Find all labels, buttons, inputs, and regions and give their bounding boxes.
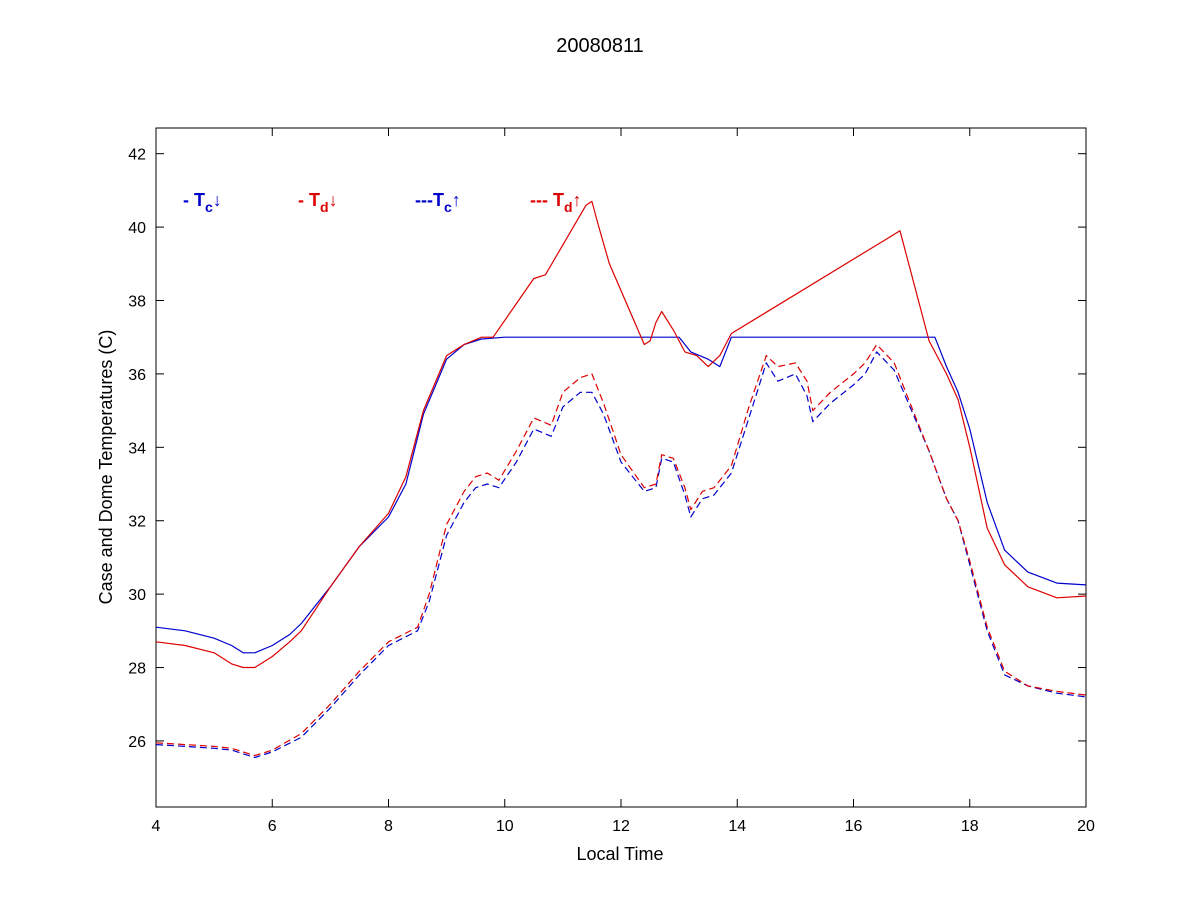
y-tick-label: 26 [128, 734, 146, 751]
arrow-down-icon: ↓ [329, 190, 338, 210]
x-tick-label: 4 [152, 818, 161, 835]
y-axis-label: Case and Dome Temperatures (C) [96, 330, 116, 605]
legend-label: ---T [415, 190, 444, 210]
x-tick-label: 10 [496, 818, 514, 835]
y-tick-label: 34 [128, 440, 146, 457]
y-tick-label: 42 [128, 147, 146, 164]
y-tick-label: 30 [128, 587, 146, 604]
y-tick-label: 38 [128, 294, 146, 311]
series-line-0 [155, 336, 1087, 654]
x-axis-label: Local Time [576, 844, 663, 864]
series-line-3 [155, 343, 1087, 757]
legend-entry-1: - Td↓ [298, 190, 338, 215]
x-tick-label: 18 [961, 818, 979, 835]
y-tick-label: 40 [128, 220, 146, 237]
legend-subscript: d [564, 199, 573, 215]
legend: - Tc↓ - Td↓ ---Tc↑ --- Td↑ [183, 190, 582, 215]
plot-area [155, 127, 1087, 808]
legend-entry-3: --- Td↑ [530, 190, 582, 215]
arrow-up-icon: ↑ [573, 190, 582, 210]
x-tick-label: 20 [1077, 818, 1095, 835]
legend-subscript: c [205, 199, 213, 215]
series-layer [155, 200, 1087, 759]
y-tick-label: 32 [128, 514, 146, 531]
legend-label: - T [183, 190, 205, 210]
legend-entry-0: - Tc↓ [183, 190, 222, 215]
legend-entry-2: ---Tc↑ [415, 190, 461, 215]
axis-ticks: 4 6 8 10 12 14 16 18 20 26 28 30 32 34 36 38 40 42 [128, 128, 1095, 835]
y-tick-label: 36 [128, 367, 146, 384]
x-tick-label: 6 [268, 818, 277, 835]
arrow-up-icon: ↑ [452, 190, 461, 210]
legend-label: - T [298, 190, 320, 210]
y-tick-label: 28 [128, 661, 146, 678]
x-tick-label: 12 [612, 818, 630, 835]
x-tick-label: 8 [384, 818, 393, 835]
x-tick-label: 16 [845, 818, 863, 835]
legend-label: --- T [530, 190, 564, 210]
arrow-down-icon: ↓ [213, 190, 222, 210]
legend-subscript: c [444, 199, 452, 215]
chart-title: 20080811 [556, 35, 644, 57]
x-tick-label: 14 [728, 818, 746, 835]
series-line-1 [155, 200, 1087, 669]
series-line-2 [155, 351, 1087, 759]
legend-subscript: d [320, 199, 329, 215]
